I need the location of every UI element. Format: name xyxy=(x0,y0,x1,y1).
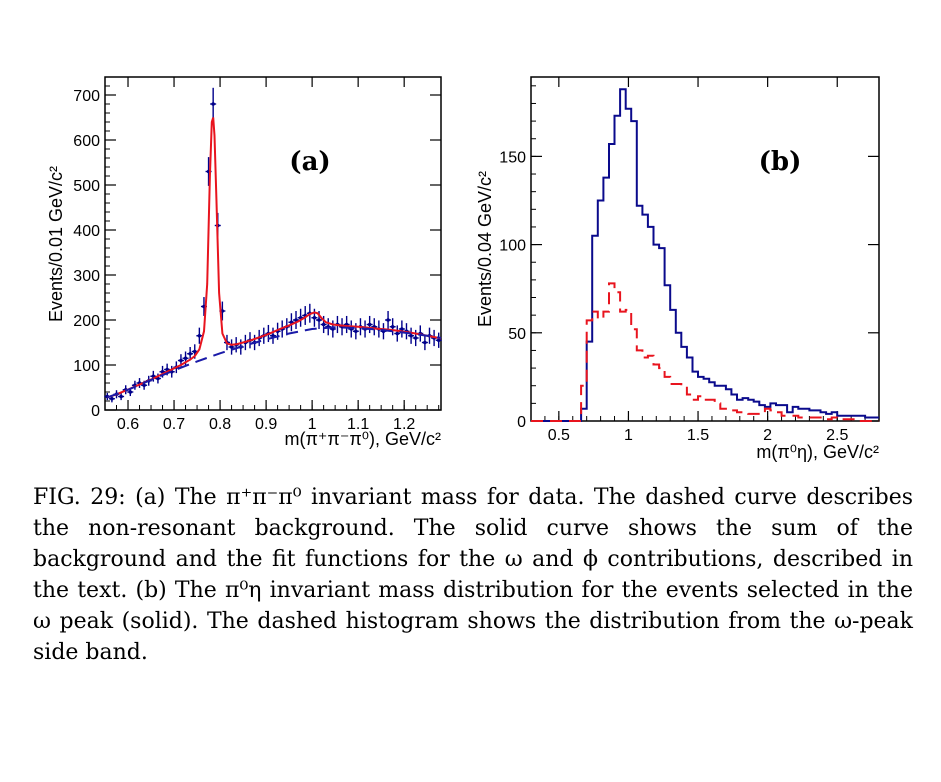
panel-a-ytick-label: 600 xyxy=(73,133,100,150)
panel-b-ticks: 0.5 1 1.5 2 2.5 0 50 100 150 xyxy=(499,77,880,444)
panel-a-point-marker xyxy=(390,324,395,329)
panel-b-series-dashed-histogram xyxy=(531,282,879,422)
panel-a-ytick-label: 700 xyxy=(73,88,100,105)
panel-a-point-marker xyxy=(413,336,418,340)
panel-b-xtick-label: 1.5 xyxy=(687,427,709,444)
panel-a-data-point xyxy=(177,354,184,367)
panel-a-data-point xyxy=(288,313,295,332)
panel-a-point-marker xyxy=(321,322,326,327)
panel-b-xtick-label: 1 xyxy=(624,427,633,444)
panel-a-ytick-label: 400 xyxy=(73,223,100,240)
panel-a-xtick-label: 0.8 xyxy=(209,416,231,433)
panel-a-point-marker xyxy=(367,322,372,327)
panel-a-xtick-label: 0.9 xyxy=(255,416,277,433)
caption-label: FIG. 29: xyxy=(33,485,126,510)
panel-a-point-marker xyxy=(142,383,146,388)
panel-a-data-point xyxy=(389,318,396,336)
panel-b-plot-area xyxy=(531,88,879,422)
panel-a-xtick-label: 0.7 xyxy=(163,416,185,433)
panel-a-data-point xyxy=(366,315,373,334)
panel-b-series-solid-histogram xyxy=(531,88,879,422)
panel-a-point-marker xyxy=(188,351,192,356)
panel-b-xtick-label: 0.5 xyxy=(548,427,570,444)
panel-a-point-marker xyxy=(317,318,321,322)
figure: 0.6 0.7 0.8 0.9 1 1.1 1.2010020030040050060070… xyxy=(46,76,880,462)
panel-a-data-point xyxy=(385,311,392,329)
panel-b-frame xyxy=(530,76,880,422)
panel-a-ytick-label: 100 xyxy=(73,358,100,375)
panel-a-data-point xyxy=(421,334,428,351)
panel-a-data-point xyxy=(196,327,203,344)
panel-a-data-point xyxy=(343,315,350,334)
panel-a-xlabel: m(π⁺π⁻π⁰), GeV/c² xyxy=(285,429,441,449)
panel-a-point-marker xyxy=(197,333,202,338)
panel-a-data-point xyxy=(371,318,378,336)
panel-a-data-point xyxy=(293,311,300,329)
panel-b-ytick-label: 50 xyxy=(508,326,526,343)
panel-a-data-point xyxy=(108,395,115,403)
panel-a-ytick-label: 200 xyxy=(73,313,100,330)
panel-a-point-marker xyxy=(110,396,114,401)
panel-a-plot-area xyxy=(104,87,442,403)
panel-a-ytick-label: 500 xyxy=(73,178,100,195)
panel-a-data-point xyxy=(228,339,235,355)
panel-a-point-marker xyxy=(294,318,298,322)
panel-b-ytick-label: 100 xyxy=(499,238,526,255)
panel-a-point-marker xyxy=(395,331,400,336)
panel-a-data-point xyxy=(435,332,442,348)
panel-a-ticks: 0.6 0.7 0.8 0.9 1 1.1 1.2 0 100 200 300 400 500 600 70… xyxy=(73,76,441,433)
panel-a-xtick-label: 0.6 xyxy=(117,416,139,433)
panel-a-chart: 0.6 0.7 0.8 0.9 1 1.1 1.2 0 100 200 300 400 500 600 70… xyxy=(46,76,442,449)
panel-a-data-point xyxy=(187,347,194,361)
panel-a-point-marker xyxy=(354,329,358,334)
panel-a-point-marker xyxy=(119,394,123,399)
panel-a-ytick-label: 300 xyxy=(73,268,100,285)
panel-a-point-marker xyxy=(423,340,427,345)
panel-a-series-solid-line xyxy=(106,117,442,399)
panel-b-label: (b) xyxy=(759,147,802,177)
panel-a-point-marker xyxy=(386,318,390,322)
panel-a-data-point xyxy=(408,327,415,344)
panel-a-point-marker xyxy=(312,315,317,320)
panel-a-point-marker xyxy=(128,390,133,394)
panel-a-data-point xyxy=(394,325,401,342)
panel-a-data-point xyxy=(118,392,125,401)
panel-a-data-point xyxy=(348,320,355,338)
panel-a-ytick-label: 0 xyxy=(91,403,100,420)
panel-b-ylabel: Events/0.04 GeV/c² xyxy=(475,171,495,327)
panel-b-ytick-label: 150 xyxy=(499,149,526,166)
panel-a-ylabel: Events/0.01 GeV/c² xyxy=(46,166,66,322)
panel-b-xlabel: m(π⁰η), GeV/c² xyxy=(756,442,879,462)
panel-a-point-marker xyxy=(400,327,404,331)
panel-a-point-marker xyxy=(409,333,413,338)
panel-b-xtick-label: 2.5 xyxy=(826,427,848,444)
panel-b-xtick-label: 2 xyxy=(763,427,772,444)
panel-a-xtick-label: 1.1 xyxy=(347,416,369,433)
panel-a-point-marker xyxy=(436,338,441,343)
panel-b-ytick-label: 0 xyxy=(517,414,526,431)
figure-caption: FIG. 29: (a) The π⁺π⁻π⁰ invariant mass f… xyxy=(33,482,913,668)
panel-a-xtick-label: 1.2 xyxy=(393,416,415,433)
panel-a-point-marker xyxy=(211,102,215,106)
panel-a-series-dashed-line xyxy=(106,326,442,399)
panel-a-data-point xyxy=(398,320,405,338)
panel-a-point-marker xyxy=(183,356,188,361)
panel-a-label: (a) xyxy=(289,147,330,177)
panel-a-point-marker xyxy=(229,345,234,349)
panel-a-data-point xyxy=(210,87,217,121)
caption-text: (a) The π⁺π⁻π⁰ invariant mass for data. … xyxy=(33,485,914,665)
panel-a-xtick-label: 1 xyxy=(308,416,317,433)
panel-a-point-marker xyxy=(179,358,183,363)
panel-a-frame xyxy=(104,76,442,411)
panel-a-point-marker xyxy=(192,349,197,354)
